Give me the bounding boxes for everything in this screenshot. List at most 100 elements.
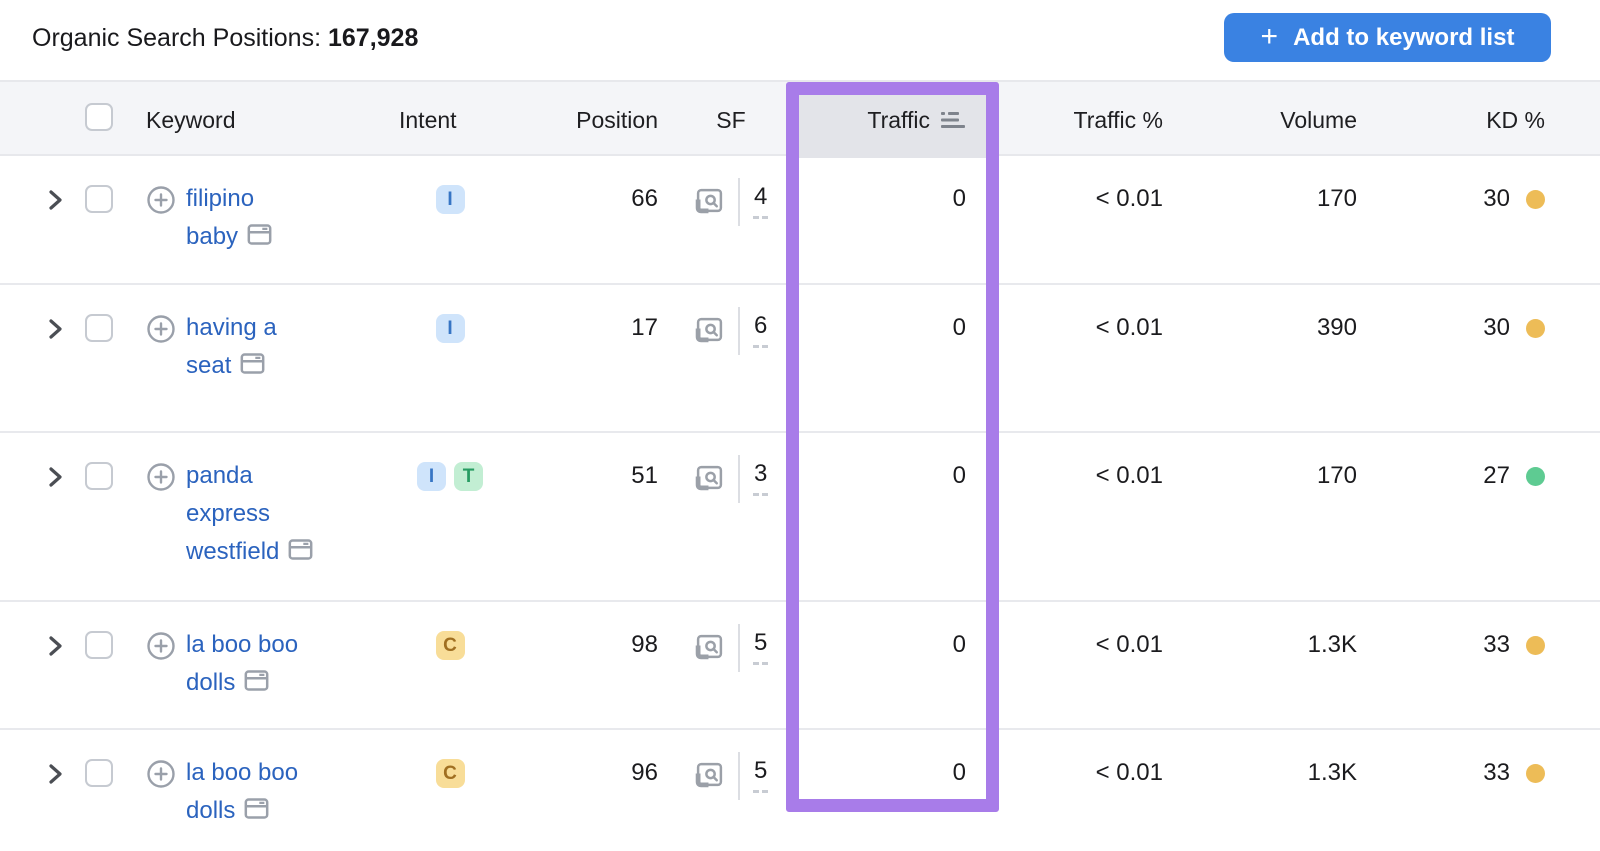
keyword-link[interactable]: filipino baby (186, 185, 273, 250)
intent-badge-commercial[interactable]: C (435, 631, 465, 660)
header-checkbox-cell (78, 103, 130, 137)
position-cell: 98 (505, 602, 660, 728)
volume-cell: 170 (1185, 433, 1380, 600)
kd-dot (1526, 467, 1545, 486)
sf-value[interactable]: 5 (753, 754, 769, 793)
serp-snapshot-icon[interactable] (243, 667, 270, 694)
serp-preview-icon[interactable] (695, 464, 724, 491)
serp-snapshot-icon[interactable] (287, 536, 314, 563)
kd-dot (1526, 636, 1545, 655)
row-checkbox[interactable] (85, 462, 113, 490)
add-to-keyword-list-button[interactable]: + Add to keyword list (1224, 13, 1551, 62)
traffic-cell: 0 (788, 730, 998, 851)
keyword-text: la boo boo dolls (186, 754, 318, 830)
serp-preview-icon[interactable] (695, 633, 724, 660)
chevron-right-icon[interactable] (44, 761, 66, 787)
serp-preview-icon[interactable] (695, 761, 724, 788)
checkbox-cell (78, 730, 130, 851)
kd-dot (1526, 190, 1545, 209)
keyword-last-word: westfield (186, 538, 314, 565)
row-checkbox[interactable] (85, 314, 113, 342)
position-cell: 17 (505, 285, 660, 431)
expand-cell (32, 433, 78, 600)
chevron-right-icon[interactable] (44, 633, 66, 659)
sort-descending-icon (941, 112, 965, 128)
traffic-pct-cell: < 0.01 (998, 433, 1185, 600)
serp-snapshot-icon[interactable] (239, 350, 266, 377)
keyword-link[interactable]: having a seat (186, 314, 277, 379)
serp-snapshot-icon[interactable] (243, 795, 270, 822)
column-position[interactable]: Position (576, 106, 658, 133)
table-row: filipino baby I 66 4 0 (0, 156, 1600, 285)
row-checkbox[interactable] (85, 631, 113, 659)
position-cell: 51 (505, 433, 660, 600)
intent-badge-transactional[interactable]: T (454, 462, 483, 491)
position-cell: 66 (505, 156, 660, 283)
keyword-link[interactable]: la boo boo dolls (186, 631, 299, 696)
volume-value: 170 (1316, 185, 1357, 212)
add-keyword-icon[interactable] (146, 631, 176, 661)
sf-cell: 5 (660, 730, 788, 851)
add-keyword-icon[interactable] (146, 759, 176, 789)
column-traffic-pct[interactable]: Traffic % (1073, 106, 1163, 133)
traffic-pct-value: < 0.01 (1095, 314, 1163, 341)
keyword-cell: panda express westfield (130, 433, 395, 600)
traffic-pct-value: < 0.01 (1095, 759, 1163, 786)
add-keyword-icon[interactable] (146, 314, 176, 344)
add-keyword-icon[interactable] (146, 185, 176, 215)
row-checkbox[interactable] (85, 759, 113, 787)
traffic-pct-cell: < 0.01 (998, 602, 1185, 728)
expand-cell (32, 602, 78, 728)
keyword-text: filipino baby (186, 180, 318, 256)
volume-value: 1.3K (1307, 759, 1357, 786)
sf-divider (738, 752, 740, 800)
column-sf[interactable]: SF (716, 106, 746, 133)
column-traffic[interactable]: Traffic (788, 82, 998, 158)
traffic-pct-value: < 0.01 (1095, 462, 1163, 489)
kd-value: 33 (1483, 759, 1510, 786)
chevron-right-icon[interactable] (44, 464, 66, 490)
chevron-right-icon[interactable] (44, 187, 66, 213)
serp-snapshot-icon[interactable] (246, 221, 273, 248)
row-checkbox[interactable] (85, 185, 113, 213)
serp-preview-icon[interactable] (695, 187, 724, 214)
add-keyword-icon[interactable] (146, 462, 176, 492)
intent-badge-commercial[interactable]: C (435, 759, 465, 788)
column-volume[interactable]: Volume (1280, 106, 1357, 133)
chevron-right-icon[interactable] (44, 316, 66, 342)
kd-dot (1526, 764, 1545, 783)
sf-value[interactable]: 5 (753, 626, 769, 665)
column-kd[interactable]: KD % (1486, 106, 1545, 133)
intent-cell: C (395, 730, 505, 851)
intent-cell: I (395, 156, 505, 283)
position-value: 98 (631, 631, 658, 658)
intent-badge-informational[interactable]: I (417, 462, 446, 491)
intent-cell: I (395, 285, 505, 431)
sf-cell: 3 (660, 433, 788, 600)
keyword-link[interactable]: la boo boo dolls (186, 759, 299, 824)
expand-cell (32, 730, 78, 851)
column-keyword[interactable]: Keyword (146, 106, 236, 133)
serp-preview-icon[interactable] (695, 316, 724, 343)
intent-badge-informational[interactable]: I (435, 314, 465, 343)
position-value: 66 (631, 185, 658, 212)
top-bar: Organic Search Positions: 167,928 + Add … (0, 0, 1600, 80)
select-all-checkbox[interactable] (85, 103, 113, 131)
table-row: la boo boo dolls C 96 5 0 (0, 730, 1600, 851)
intent-badge-informational[interactable]: I (435, 185, 465, 214)
keyword-link[interactable]: panda express westfield (186, 462, 314, 565)
traffic-pct-cell: < 0.01 (998, 285, 1185, 431)
expand-cell (32, 156, 78, 283)
traffic-cell: 0 (788, 156, 998, 283)
sf-value[interactable]: 6 (753, 309, 769, 348)
sf-cell: 5 (660, 602, 788, 728)
sf-divider (738, 624, 740, 672)
sf-value[interactable]: 3 (753, 457, 769, 496)
column-intent[interactable]: Intent (399, 106, 457, 133)
volume-cell: 1.3K (1185, 602, 1380, 728)
sf-divider (738, 178, 740, 226)
traffic-pct-cell: < 0.01 (998, 730, 1185, 851)
checkbox-cell (78, 285, 130, 431)
checkbox-cell (78, 602, 130, 728)
sf-value[interactable]: 4 (753, 180, 769, 219)
